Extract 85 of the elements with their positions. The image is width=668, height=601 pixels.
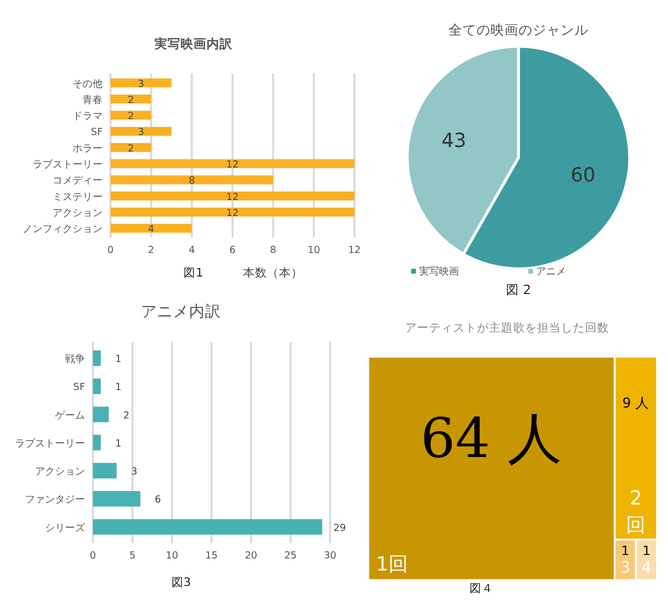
data-label: 1 xyxy=(621,543,630,558)
bar xyxy=(92,491,140,507)
bar xyxy=(92,350,101,366)
y-tick-label: ホラー xyxy=(72,143,103,154)
data-label: 64 人 xyxy=(420,406,562,470)
y-tick-label: SF xyxy=(90,127,104,138)
bar xyxy=(110,224,192,233)
data-label: 2 xyxy=(128,143,134,154)
legend-label: アニメ xyxy=(536,266,566,278)
bar xyxy=(110,110,152,120)
x-tick-label: 20 xyxy=(244,550,258,562)
data-label: 2 xyxy=(128,94,134,106)
bar xyxy=(110,192,354,200)
x-tick-label: 4 xyxy=(188,245,195,256)
data-label: 12 xyxy=(226,208,239,220)
chart-title: 全ての映画のジャンル xyxy=(448,22,588,39)
data-label: 2 xyxy=(128,111,134,122)
category-label: 2回 xyxy=(626,486,646,537)
y-tick-label: 青春 xyxy=(82,94,103,106)
caption: 図3 xyxy=(172,575,191,590)
data-label: 60 xyxy=(570,163,596,186)
bar xyxy=(110,175,274,184)
bar xyxy=(92,519,322,535)
data-label: 1 xyxy=(115,354,122,366)
data-label: 1 xyxy=(115,438,122,450)
data-label: 29 xyxy=(334,522,346,534)
x-tick-label: 15 xyxy=(205,550,218,562)
x-tick-label: 30 xyxy=(324,550,336,562)
data-label: 1 xyxy=(115,382,122,394)
y-tick-label: ラブストーリー xyxy=(15,437,86,450)
y-tick-label: その他 xyxy=(72,78,103,90)
data-label: 12 xyxy=(226,192,239,203)
bar xyxy=(92,434,101,450)
bar xyxy=(92,462,117,478)
y-tick-label: アクション xyxy=(35,466,86,478)
x-tick-label: 0 xyxy=(90,550,96,562)
x-tick-label: 6 xyxy=(229,245,236,256)
data-label: 6 xyxy=(154,494,162,506)
bar xyxy=(110,78,172,88)
caption: 図４ xyxy=(469,580,494,595)
legend-label: 実写映画 xyxy=(418,266,459,278)
caption: 図1 xyxy=(184,266,204,280)
x-tick-label: 8 xyxy=(270,245,276,256)
data-label: 9 人 xyxy=(622,395,650,412)
y-tick-label: ゲーム xyxy=(55,410,86,422)
y-tick-label: アクション xyxy=(52,208,103,220)
x-axis-title: 本数（本） xyxy=(242,266,303,280)
data-label: 12 xyxy=(226,160,239,171)
y-tick-label: 戦争 xyxy=(65,353,86,366)
bar xyxy=(110,159,354,168)
x-tick-label: 10 xyxy=(308,245,320,256)
text: アーティストが主題歌を担当した回数 xyxy=(405,320,610,334)
y-tick-label: ノンフィクション xyxy=(22,224,103,236)
bar xyxy=(92,406,109,422)
data-label: 3 xyxy=(138,127,144,138)
category-label: 1回 xyxy=(376,552,408,576)
data-label: 3 xyxy=(138,78,144,90)
y-tick-label: ラブストーリー xyxy=(32,158,103,171)
category-label: 3 xyxy=(620,558,630,576)
data-label: 43 xyxy=(442,129,466,152)
bar xyxy=(110,143,152,152)
y-tick-label: ミステリー xyxy=(52,192,103,203)
chart-title: アニメ内訳 xyxy=(141,302,222,321)
x-tick-label: 2 xyxy=(148,245,154,256)
y-tick-label: ファンタジー xyxy=(25,494,86,506)
y-tick-label: シリーズ xyxy=(45,522,86,534)
data-label: 3 xyxy=(131,466,138,478)
data-label: 1 xyxy=(642,543,651,558)
x-tick-label: 5 xyxy=(129,550,136,562)
data-label: 2 xyxy=(123,410,130,422)
bar xyxy=(110,126,172,136)
data-label: 8 xyxy=(188,176,195,187)
x-tick-label: 0 xyxy=(107,245,114,256)
bar xyxy=(110,208,354,217)
y-tick-label: ドラマ xyxy=(72,111,103,122)
caption: 図 2 xyxy=(506,282,532,298)
x-tick-label: 10 xyxy=(166,550,178,562)
bar xyxy=(92,378,101,394)
x-tick-label: 12 xyxy=(348,245,361,256)
y-tick-label: SF xyxy=(73,382,86,394)
data-label: 4 xyxy=(148,224,154,236)
bar xyxy=(110,94,152,104)
chart-title: 実写映画内訳 xyxy=(153,36,234,52)
y-tick-label: コメディー xyxy=(52,176,103,187)
x-tick-label: 25 xyxy=(284,550,297,562)
